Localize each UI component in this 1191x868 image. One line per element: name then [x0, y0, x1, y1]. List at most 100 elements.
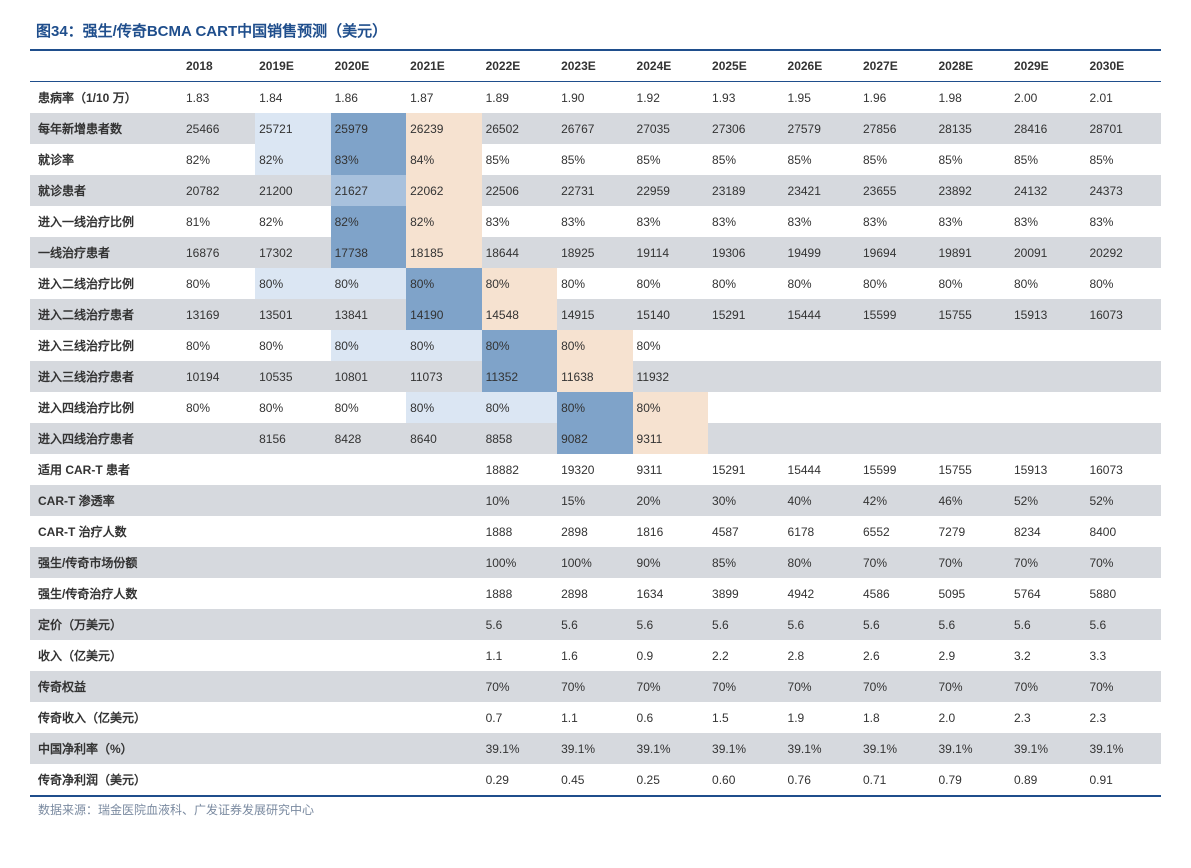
data-cell: 80% — [255, 268, 330, 299]
data-cell — [255, 516, 330, 547]
data-cell: 83% — [784, 206, 859, 237]
data-cell: 82% — [255, 206, 330, 237]
table-row: 传奇权益70%70%70%70%70%70%70%70%70% — [30, 671, 1161, 702]
data-cell: 2.3 — [1085, 702, 1161, 733]
data-cell: 39.1% — [557, 733, 632, 764]
data-cell: 80% — [708, 268, 783, 299]
data-cell: 15% — [557, 485, 632, 516]
data-cell: 82% — [406, 206, 481, 237]
data-cell — [1085, 361, 1161, 392]
data-cell — [255, 609, 330, 640]
year-header: 2029E — [1010, 50, 1085, 82]
data-cell: 0.71 — [859, 764, 934, 796]
data-cell — [255, 764, 330, 796]
data-cell — [406, 454, 481, 485]
row-label: 进入三线治疗患者 — [30, 361, 182, 392]
data-cell: 22959 — [633, 175, 708, 206]
data-cell: 83% — [708, 206, 783, 237]
table-row: 传奇净利润（美元）0.290.450.250.600.760.710.790.8… — [30, 764, 1161, 796]
data-cell: 15913 — [1010, 299, 1085, 330]
row-label: 进入一线治疗比例 — [30, 206, 182, 237]
data-cell: 70% — [633, 671, 708, 702]
data-cell: 20% — [633, 485, 708, 516]
data-cell — [1010, 423, 1085, 454]
table-row: 进入四线治疗比例80%80%80%80%80%80%80% — [30, 392, 1161, 423]
data-cell — [331, 485, 406, 516]
data-cell: 1.6 — [557, 640, 632, 671]
data-cell: 16876 — [182, 237, 255, 268]
data-cell: 83% — [1010, 206, 1085, 237]
row-label: CAR-T 渗透率 — [30, 485, 182, 516]
data-cell: 83% — [482, 206, 557, 237]
data-cell: 0.76 — [784, 764, 859, 796]
data-cell — [182, 485, 255, 516]
data-cell: 1.84 — [255, 82, 330, 114]
data-cell: 85% — [934, 144, 1009, 175]
data-cell — [182, 516, 255, 547]
data-cell: 85% — [557, 144, 632, 175]
data-cell: 39.1% — [784, 733, 859, 764]
data-cell — [708, 361, 783, 392]
data-cell: 21200 — [255, 175, 330, 206]
data-cell — [406, 671, 481, 702]
data-cell: 0.60 — [708, 764, 783, 796]
row-label: 每年新增患者数 — [30, 113, 182, 144]
data-cell: 80% — [557, 330, 632, 361]
table-row: 患病率（1/10 万）1.831.841.861.871.891.901.921… — [30, 82, 1161, 114]
data-cell: 80% — [1085, 268, 1161, 299]
data-source: 数据来源：瑞金医院血液科、广发证券发展研究中心 — [30, 801, 1161, 818]
data-cell: 80% — [1010, 268, 1085, 299]
data-cell — [182, 547, 255, 578]
data-cell — [859, 361, 934, 392]
data-cell: 2.9 — [934, 640, 1009, 671]
data-cell: 26502 — [482, 113, 557, 144]
row-label: 患病率（1/10 万） — [30, 82, 182, 114]
data-cell: 22731 — [557, 175, 632, 206]
data-cell — [255, 733, 330, 764]
data-cell: 4942 — [784, 578, 859, 609]
data-cell: 25721 — [255, 113, 330, 144]
year-header: 2021E — [406, 50, 481, 82]
row-label: 传奇净利润（美元） — [30, 764, 182, 796]
data-cell: 83% — [633, 206, 708, 237]
data-cell — [255, 671, 330, 702]
data-cell: 11932 — [633, 361, 708, 392]
data-cell: 16073 — [1085, 454, 1161, 485]
table-header: 20182019E2020E2021E2022E2023E2024E2025E2… — [30, 50, 1161, 82]
data-cell: 0.29 — [482, 764, 557, 796]
row-label: CAR-T 治疗人数 — [30, 516, 182, 547]
data-cell: 80% — [482, 330, 557, 361]
data-cell: 85% — [708, 144, 783, 175]
data-cell: 70% — [934, 547, 1009, 578]
data-cell: 2898 — [557, 578, 632, 609]
data-cell: 25466 — [182, 113, 255, 144]
data-cell: 19694 — [859, 237, 934, 268]
data-cell: 27856 — [859, 113, 934, 144]
data-cell: 1.96 — [859, 82, 934, 114]
data-cell — [331, 578, 406, 609]
data-cell: 10% — [482, 485, 557, 516]
data-cell: 46% — [934, 485, 1009, 516]
data-cell: 39.1% — [859, 733, 934, 764]
data-cell: 5.6 — [557, 609, 632, 640]
data-cell: 19320 — [557, 454, 632, 485]
year-header: 2022E — [482, 50, 557, 82]
data-cell — [406, 547, 481, 578]
data-cell: 70% — [934, 671, 1009, 702]
data-cell: 0.89 — [1010, 764, 1085, 796]
data-cell: 16073 — [1085, 299, 1161, 330]
data-cell: 90% — [633, 547, 708, 578]
data-cell: 2.3 — [1010, 702, 1085, 733]
year-header: 2023E — [557, 50, 632, 82]
data-cell — [331, 547, 406, 578]
data-cell — [255, 547, 330, 578]
data-cell: 85% — [708, 547, 783, 578]
data-cell — [859, 392, 934, 423]
data-cell: 85% — [633, 144, 708, 175]
data-cell: 0.45 — [557, 764, 632, 796]
data-cell: 15291 — [708, 299, 783, 330]
data-cell: 85% — [859, 144, 934, 175]
data-cell: 6178 — [784, 516, 859, 547]
data-cell: 80% — [255, 330, 330, 361]
data-cell: 81% — [182, 206, 255, 237]
